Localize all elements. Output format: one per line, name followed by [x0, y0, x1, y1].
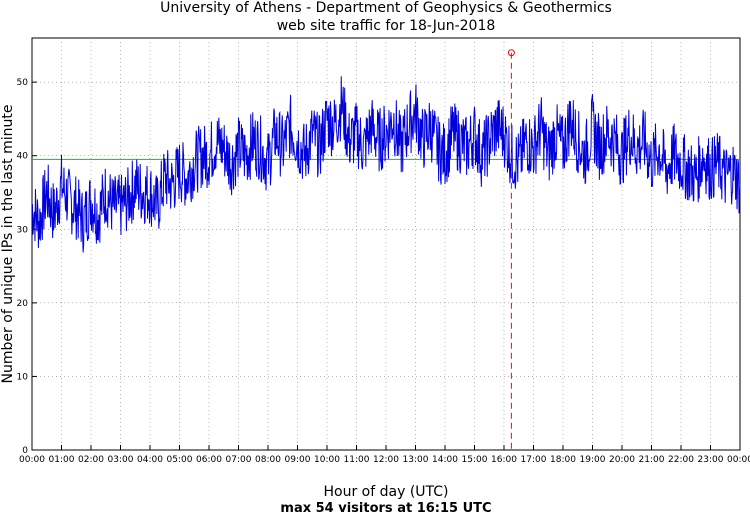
max-marker-point [507, 49, 515, 57]
x-tick-label: 15:00 [462, 455, 488, 465]
x-tick-label: 17:00 [521, 455, 547, 465]
x-tick-label: 08:00 [255, 455, 281, 465]
max-visitors-caption: max 54 visitors at 16:15 UTC [280, 501, 491, 515]
y-tick-label: 40 [17, 152, 29, 162]
x-tick-label: 03:00 [108, 455, 134, 465]
plot-area [31, 37, 741, 451]
x-tick-label: 01:00 [49, 455, 75, 465]
x-tick-label: 14:00 [432, 455, 458, 465]
traffic-series-line [31, 76, 741, 253]
x-axis-label: Hour of day (UTC) [324, 484, 449, 500]
chart-title-line1: University of Athens - Department of Geo… [160, 0, 612, 16]
x-tick-label: 05:00 [167, 455, 193, 465]
x-tick-label: 09:00 [285, 455, 311, 465]
chart-title-line2: web site traffic for 18-Jun-2018 [277, 18, 496, 34]
x-tick-label: 06:00 [196, 455, 222, 465]
y-axis-label: Number of unique IPs in the last minute [0, 105, 16, 384]
x-tick-label: 00:00 [727, 455, 750, 465]
y-axis-ticks: 0 10 20 30 40 50 [17, 78, 37, 456]
x-tick-label: 20:00 [609, 455, 635, 465]
x-tick-label: 04:00 [137, 455, 163, 465]
x-tick-label: 13:00 [403, 455, 429, 465]
x-tick-label: 18:00 [550, 455, 576, 465]
x-tick-label: 22:00 [668, 455, 694, 465]
x-tick-label: 11:00 [344, 455, 370, 465]
y-tick-label: 0 [22, 446, 28, 456]
x-tick-label: 16:00 [491, 455, 517, 465]
x-tick-label: 07:00 [226, 455, 252, 465]
y-tick-label: 20 [17, 299, 29, 309]
x-tick-label: 12:00 [373, 455, 399, 465]
x-tick-label: 21:00 [639, 455, 665, 465]
x-tick-label: 23:00 [698, 455, 724, 465]
x-tick-label: 00:00 [19, 455, 45, 465]
x-tick-label: 19:00 [580, 455, 606, 465]
x-tick-label: 10:00 [314, 455, 340, 465]
y-tick-label: 50 [17, 78, 29, 88]
x-axis-ticks: 00:00 01:00 02:00 03:00 04:00 05:00 06:00 07:00… [19, 445, 750, 465]
x-tick-label: 02:00 [78, 455, 104, 465]
y-tick-label: 30 [17, 225, 29, 235]
y-tick-label: 10 [17, 372, 29, 382]
